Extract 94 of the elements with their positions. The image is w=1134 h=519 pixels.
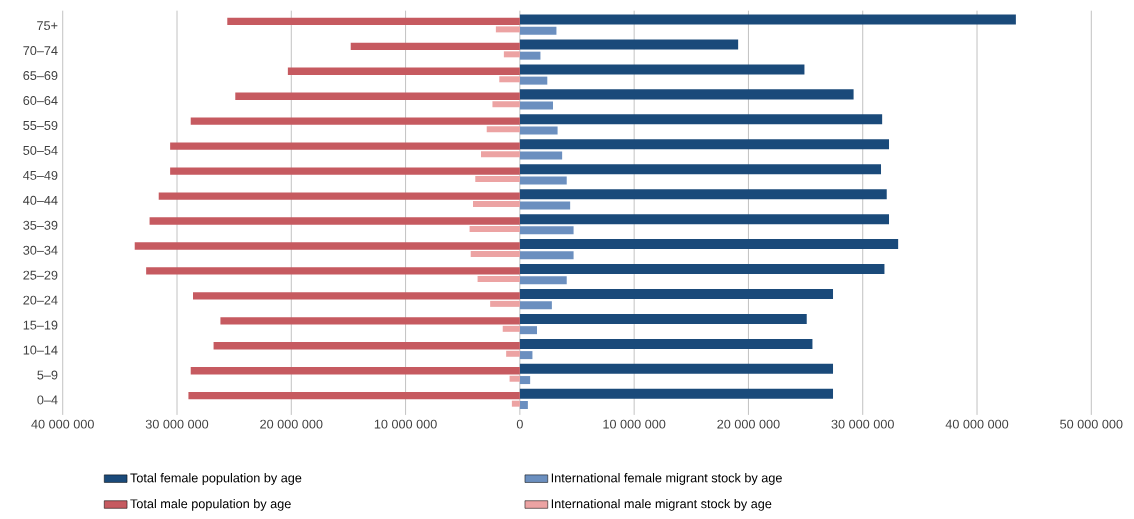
bar xyxy=(220,317,520,325)
bar xyxy=(519,126,558,135)
bar xyxy=(519,376,531,385)
bar xyxy=(213,342,520,350)
y-tick-label: 70–74 xyxy=(23,46,58,56)
y-tick-label: 15–19 xyxy=(23,320,58,330)
bar xyxy=(149,217,520,225)
bar xyxy=(473,201,520,208)
bar xyxy=(503,51,520,58)
bar xyxy=(499,76,520,83)
x-tick-label: 20 000 000 xyxy=(260,419,323,429)
bar xyxy=(235,92,520,100)
bar xyxy=(350,42,520,51)
bar xyxy=(519,239,899,250)
bar xyxy=(519,151,563,160)
x-tick-label: 50 000 000 xyxy=(1060,419,1123,429)
bar xyxy=(227,17,520,26)
bar xyxy=(519,401,528,410)
bar xyxy=(170,167,520,175)
y-tick-label: 65–69 xyxy=(23,71,58,81)
bar xyxy=(519,89,854,100)
y-tick-label: 25–29 xyxy=(23,270,58,280)
y-tick-label: 50–54 xyxy=(23,145,58,155)
bar xyxy=(492,101,520,108)
bar xyxy=(519,276,567,285)
y-tick-label: 5–9 xyxy=(37,370,58,380)
bar xyxy=(193,292,520,300)
bar xyxy=(519,313,807,324)
bar xyxy=(519,338,813,349)
y-tick-label: 30–34 xyxy=(23,245,58,255)
bar xyxy=(519,301,552,310)
bar xyxy=(519,363,834,374)
bar xyxy=(519,214,890,225)
x-tick-label: 20 000 000 xyxy=(717,419,780,429)
bar xyxy=(519,51,541,60)
bar xyxy=(495,26,520,33)
y-tick-label: 40–44 xyxy=(23,195,58,205)
legend-label: Total female population by age xyxy=(130,473,302,485)
x-tick-label: 10 000 000 xyxy=(374,419,437,429)
bar xyxy=(511,400,520,407)
bar xyxy=(519,114,883,125)
bar xyxy=(188,392,520,400)
bar xyxy=(519,101,554,110)
y-tick-label: 75+ xyxy=(37,21,58,31)
y-tick-label: 0–4 xyxy=(37,395,58,405)
bar xyxy=(519,201,571,210)
bar xyxy=(190,117,520,125)
bar xyxy=(506,350,520,357)
bar xyxy=(469,226,520,233)
bar xyxy=(519,64,805,75)
legend-label: International male migrant stock by age xyxy=(551,498,772,511)
bar xyxy=(519,388,834,399)
y-tick-label: 10–14 xyxy=(23,345,58,355)
bar xyxy=(519,189,887,200)
bar xyxy=(519,251,574,260)
x-tick-label: 10 000 000 xyxy=(603,419,666,429)
bar xyxy=(519,14,1016,25)
x-tick-label: 40 000 000 xyxy=(31,419,94,429)
legend-label: Total male population by age xyxy=(130,498,291,511)
legend-label: International female migrant stock by age xyxy=(551,473,782,485)
bar xyxy=(146,267,520,275)
bar xyxy=(490,300,520,307)
bar xyxy=(519,139,890,150)
bar xyxy=(519,264,885,275)
bar xyxy=(519,76,548,85)
bar xyxy=(519,326,538,335)
bar xyxy=(502,325,520,332)
y-tick-label: 60–64 xyxy=(23,96,58,106)
bar xyxy=(519,176,567,185)
x-tick-label: 40 000 000 xyxy=(945,419,1009,429)
bar xyxy=(190,367,520,375)
bar xyxy=(519,26,557,35)
bar xyxy=(134,242,520,250)
bar xyxy=(519,351,533,360)
y-tick-label: 35–39 xyxy=(23,220,58,230)
x-tick-label: 0 xyxy=(516,419,523,429)
bar xyxy=(509,375,520,382)
bar xyxy=(470,250,520,257)
bar xyxy=(158,192,520,200)
x-tick-label: 30 000 000 xyxy=(831,419,894,429)
bar xyxy=(486,126,520,133)
bar xyxy=(477,275,520,282)
y-tick-label: 20–24 xyxy=(23,295,58,305)
y-tick-label: 55–59 xyxy=(23,120,58,130)
bar xyxy=(519,289,834,300)
y-tick-label: 45–49 xyxy=(23,170,58,180)
bar xyxy=(519,39,739,50)
bar xyxy=(475,176,520,183)
bar xyxy=(170,142,520,150)
bar xyxy=(519,164,882,175)
bar xyxy=(287,67,520,75)
bar xyxy=(519,226,574,235)
x-tick-label: 30 000 000 xyxy=(145,419,209,429)
bar xyxy=(481,151,520,158)
